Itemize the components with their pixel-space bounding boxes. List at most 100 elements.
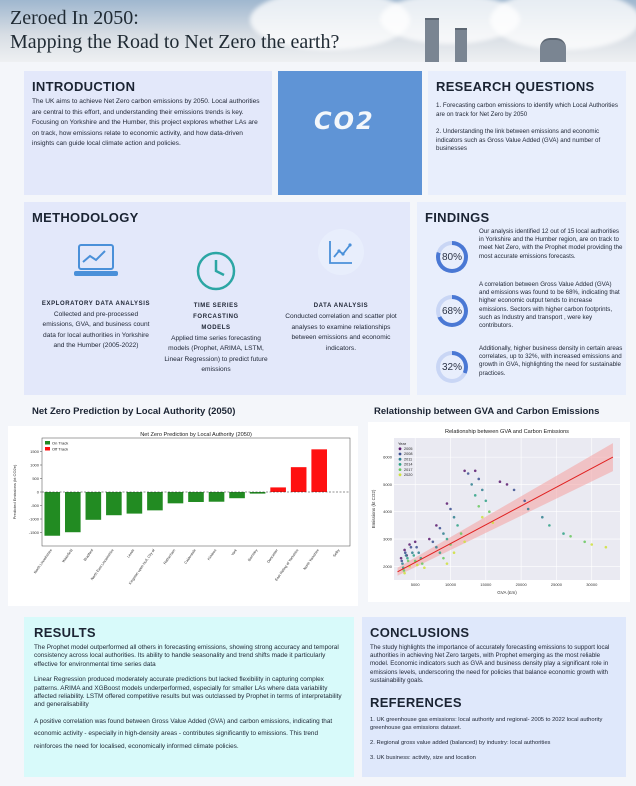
- scatter-point: [473, 494, 477, 497]
- scatter-point: [505, 483, 509, 486]
- x-tick-label: York: [231, 548, 238, 556]
- bar: [126, 492, 143, 514]
- finding-ring-hole: [440, 245, 464, 269]
- introduction-text: The UK aims to achieve Net Zero carbon e…: [32, 98, 260, 147]
- chimney-stack: [455, 28, 467, 62]
- methodology-column-eda: EXPLORATORY DATA ANALYSIS Collected and …: [40, 242, 152, 352]
- methodology-column-forecasting: TIME SERIES FORCASTING MODELS Applied ti…: [164, 250, 268, 376]
- scatter-point: [404, 554, 408, 557]
- scatter-point: [452, 551, 456, 554]
- co2-cloud-text: CO2: [314, 107, 375, 135]
- scatter-point: [548, 524, 551, 527]
- results-paragraph-3: A positive correlation was found between…: [34, 717, 333, 750]
- cooling-tower: [540, 38, 566, 62]
- clock-icon: [196, 251, 236, 291]
- scatter-point: [401, 562, 404, 565]
- x-tick-label: Barnsley: [247, 548, 258, 562]
- legend-label: 2017: [404, 468, 412, 472]
- scatter-point: [408, 543, 411, 546]
- bar: [311, 449, 328, 492]
- legend-label: 2008: [404, 452, 412, 456]
- bar: [44, 492, 61, 536]
- bar: [188, 492, 204, 502]
- legend-label-off: Off Track: [52, 446, 68, 451]
- legend-marker: [398, 457, 402, 461]
- x-tick-label: 15000: [480, 582, 492, 587]
- legend-marker: [398, 447, 402, 451]
- finding-ring-80: 80%: [436, 241, 468, 273]
- scatter-panel-title: Relationship between GVA and Carbon Emis…: [374, 406, 600, 417]
- scatter-point: [541, 515, 544, 519]
- scatter-point: [583, 540, 586, 544]
- y-axis-label: Emissions (kt CO2): [371, 489, 376, 528]
- bar: [249, 492, 266, 494]
- reference-item-3: 3. UK business: activity, size and locat…: [370, 755, 476, 762]
- bar: [64, 492, 81, 533]
- research-questions-panel: RESEARCH QUESTIONS 1. Forecasting carbon…: [428, 71, 626, 195]
- finding-ring-32: 32%: [436, 351, 468, 383]
- scatter-point: [404, 551, 407, 554]
- research-questions-list: 1. Forecasting carbon emissions to ident…: [436, 102, 618, 154]
- co2-image: CO2: [278, 71, 422, 195]
- scatter-point: [463, 540, 466, 544]
- scatter-point: [403, 571, 406, 575]
- results-paragraph-2: Linear Regression produced moderately ac…: [34, 676, 342, 709]
- research-question-2: 2. Understanding the link between emissi…: [436, 128, 601, 152]
- y-tick-label: -1000: [29, 517, 40, 522]
- bar: [147, 492, 163, 511]
- net-zero-bar-chart: Net Zero Prediction by Local Authority (…: [8, 426, 358, 606]
- scatter-point: [484, 499, 488, 503]
- bar-chart-title: Net Zero Prediction by Local Authority (…: [140, 432, 252, 438]
- results-title: RESULTS: [34, 625, 96, 640]
- scatter-point: [470, 483, 473, 486]
- scatter-point: [416, 563, 419, 567]
- conclusions-panel: CONCLUSIONS The study highlights the imp…: [362, 617, 626, 777]
- legend-marker: [398, 468, 402, 471]
- legend-swatch-on: [45, 441, 50, 445]
- x-tick-label: 25000: [551, 582, 563, 587]
- title-line-2: Mapping the Road to Net Zero the earth?: [10, 31, 340, 53]
- bar: [229, 492, 245, 499]
- scatter-point: [406, 556, 409, 560]
- findings-title: FINDINGS: [425, 210, 490, 225]
- references-title: REFERENCES: [370, 695, 462, 711]
- scatter-point: [569, 535, 572, 538]
- scatter-point: [459, 532, 463, 535]
- gva-emissions-scatter-chart: Relationship between GVA and Carbon Emis…: [368, 422, 630, 602]
- y-tick-label: 6000: [383, 455, 393, 460]
- bar: [106, 492, 122, 516]
- scatter-point: [403, 548, 406, 552]
- legend-label-on: On Track: [52, 440, 68, 445]
- legend-marker: [398, 473, 402, 477]
- analysis-text: Conducted correlation and scatter plot a…: [285, 313, 397, 352]
- scatter-point: [413, 540, 417, 544]
- scatter-point: [423, 566, 426, 570]
- introduction-panel: INTRODUCTION The UK aims to achieve Net …: [24, 71, 272, 195]
- finding-text-1: Our analysis identified 12 out of 15 loc…: [479, 228, 623, 260]
- legend-label: 2005: [404, 447, 412, 451]
- scatter-point: [399, 556, 403, 560]
- scatter-point: [480, 515, 484, 519]
- scatter-point: [488, 510, 491, 514]
- legend-marker: [398, 463, 402, 466]
- conclusions-title: CONCLUSIONS: [370, 625, 470, 640]
- finding-percent: 32%: [441, 361, 462, 373]
- finding-ring-hole: [440, 355, 464, 379]
- scatter-chart-title: Relationship between GVA and Carbon Emis…: [445, 429, 569, 435]
- legend-label: 2020: [404, 473, 412, 477]
- scatter-point: [435, 524, 438, 527]
- scatter-point: [420, 562, 424, 565]
- scatter-point: [449, 507, 452, 511]
- scatter-point: [412, 554, 416, 557]
- finding-text-3: Additionally, higher business density in…: [479, 345, 623, 377]
- line-chart-icon: [329, 241, 352, 264]
- finding-percent: 80%: [441, 251, 462, 263]
- chimney-stack: [425, 18, 439, 62]
- methodology-title: METHODOLOGY: [32, 210, 139, 225]
- y-tick-label: 0: [37, 490, 40, 495]
- scatter-point: [431, 540, 435, 544]
- legend-label: 2014: [404, 463, 412, 467]
- bar: [167, 492, 184, 504]
- finding-text-2: A correlation between Gross Value Added …: [479, 281, 620, 330]
- forecasting-heading: TIME SERIES FORCASTING MODELS: [193, 302, 239, 331]
